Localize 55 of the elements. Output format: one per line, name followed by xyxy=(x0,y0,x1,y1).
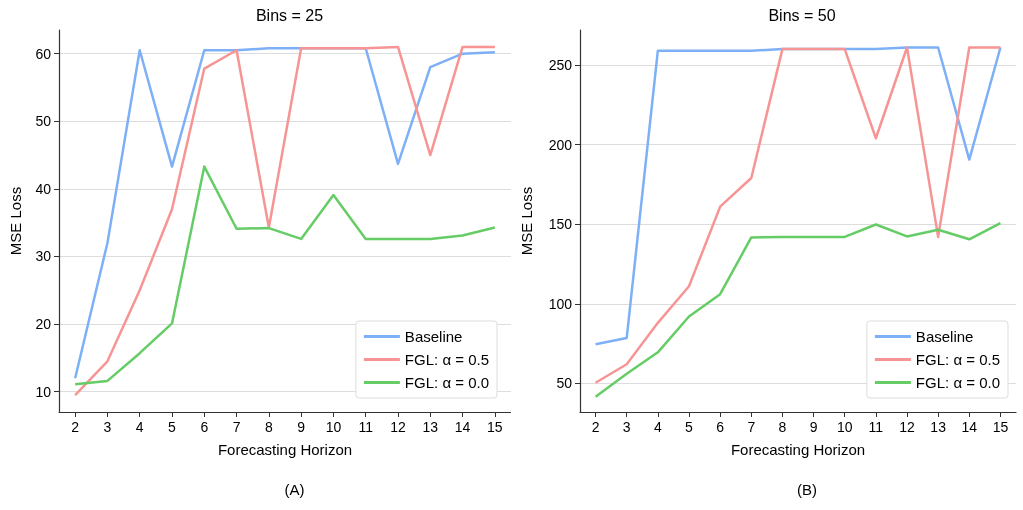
x-tick-label: 9 xyxy=(809,419,818,435)
x-tick-label: 13 xyxy=(422,419,439,435)
y-tick-label: 200 xyxy=(548,136,573,153)
legend-label: Baseline xyxy=(404,328,463,345)
x-tick-label: 11 xyxy=(868,419,884,435)
y-tick-label: 250 xyxy=(548,57,573,74)
x-tick-label: 5 xyxy=(685,419,694,435)
legend-label: FGL: α = 0.0 xyxy=(404,374,490,391)
x-tick-label: 8 xyxy=(778,419,787,435)
y-tick-label: 50 xyxy=(556,375,573,392)
y-axis-title: MSE Loss xyxy=(518,186,535,256)
y-tick-label: 30 xyxy=(35,248,52,265)
x-tick-label: 15 xyxy=(992,419,1009,435)
y-tick-label: 40 xyxy=(35,180,52,197)
x-tick-label: 2 xyxy=(591,419,600,435)
x-tick-label: 12 xyxy=(899,419,915,435)
x-tick-label: 5 xyxy=(168,419,177,435)
legend-label: FGL: α = 0.0 xyxy=(915,374,1001,391)
x-tick-label: 7 xyxy=(747,419,756,435)
x-tick-label: 6 xyxy=(200,419,209,435)
y-tick-label: 100 xyxy=(548,295,573,312)
chart-title: Bins = 50 xyxy=(768,6,836,24)
x-tick-label: 8 xyxy=(264,419,273,435)
x-axis-title: Forecasting Horizon xyxy=(730,441,866,458)
y-tick-label: 20 xyxy=(35,316,52,333)
y-tick-label: 60 xyxy=(35,45,52,62)
x-tick-label: 13 xyxy=(930,419,947,435)
x-tick-label: 7 xyxy=(232,419,241,435)
x-tick-label: 4 xyxy=(135,419,144,435)
x-tick-label: 3 xyxy=(103,419,112,435)
y-axis-title: MSE Loss xyxy=(7,186,24,256)
x-tick-label: 3 xyxy=(622,419,631,435)
y-tick-label: 50 xyxy=(35,113,52,130)
x-tick-label: 12 xyxy=(390,419,406,435)
legend-label: FGL: α = 0.5 xyxy=(404,351,490,368)
x-tick-label: 11 xyxy=(358,419,374,435)
y-tick-label: 150 xyxy=(548,216,573,233)
x-tick-label: 14 xyxy=(454,419,471,435)
x-tick-label: 6 xyxy=(716,419,725,435)
legend-label: Baseline xyxy=(915,328,974,345)
text: (A) xyxy=(284,481,305,498)
x-tick-label: 15 xyxy=(487,419,503,435)
x-axis-title: Forecasting Horizon xyxy=(217,441,353,458)
x-tick-label: 4 xyxy=(653,419,662,435)
x-tick-label: 10 xyxy=(836,419,853,435)
x-tick-label: 14 xyxy=(961,419,978,435)
y-tick-label: 10 xyxy=(35,383,52,400)
x-tick-label: 2 xyxy=(71,419,80,435)
x-tick-label: 9 xyxy=(297,419,306,435)
x-tick-label: 10 xyxy=(325,419,342,435)
legend-label: FGL: α = 0.5 xyxy=(915,351,1001,368)
text: (B) xyxy=(797,481,817,498)
line-series xyxy=(73,165,497,386)
chart-title: Bins = 25 xyxy=(255,6,324,24)
line-series xyxy=(594,221,1002,398)
